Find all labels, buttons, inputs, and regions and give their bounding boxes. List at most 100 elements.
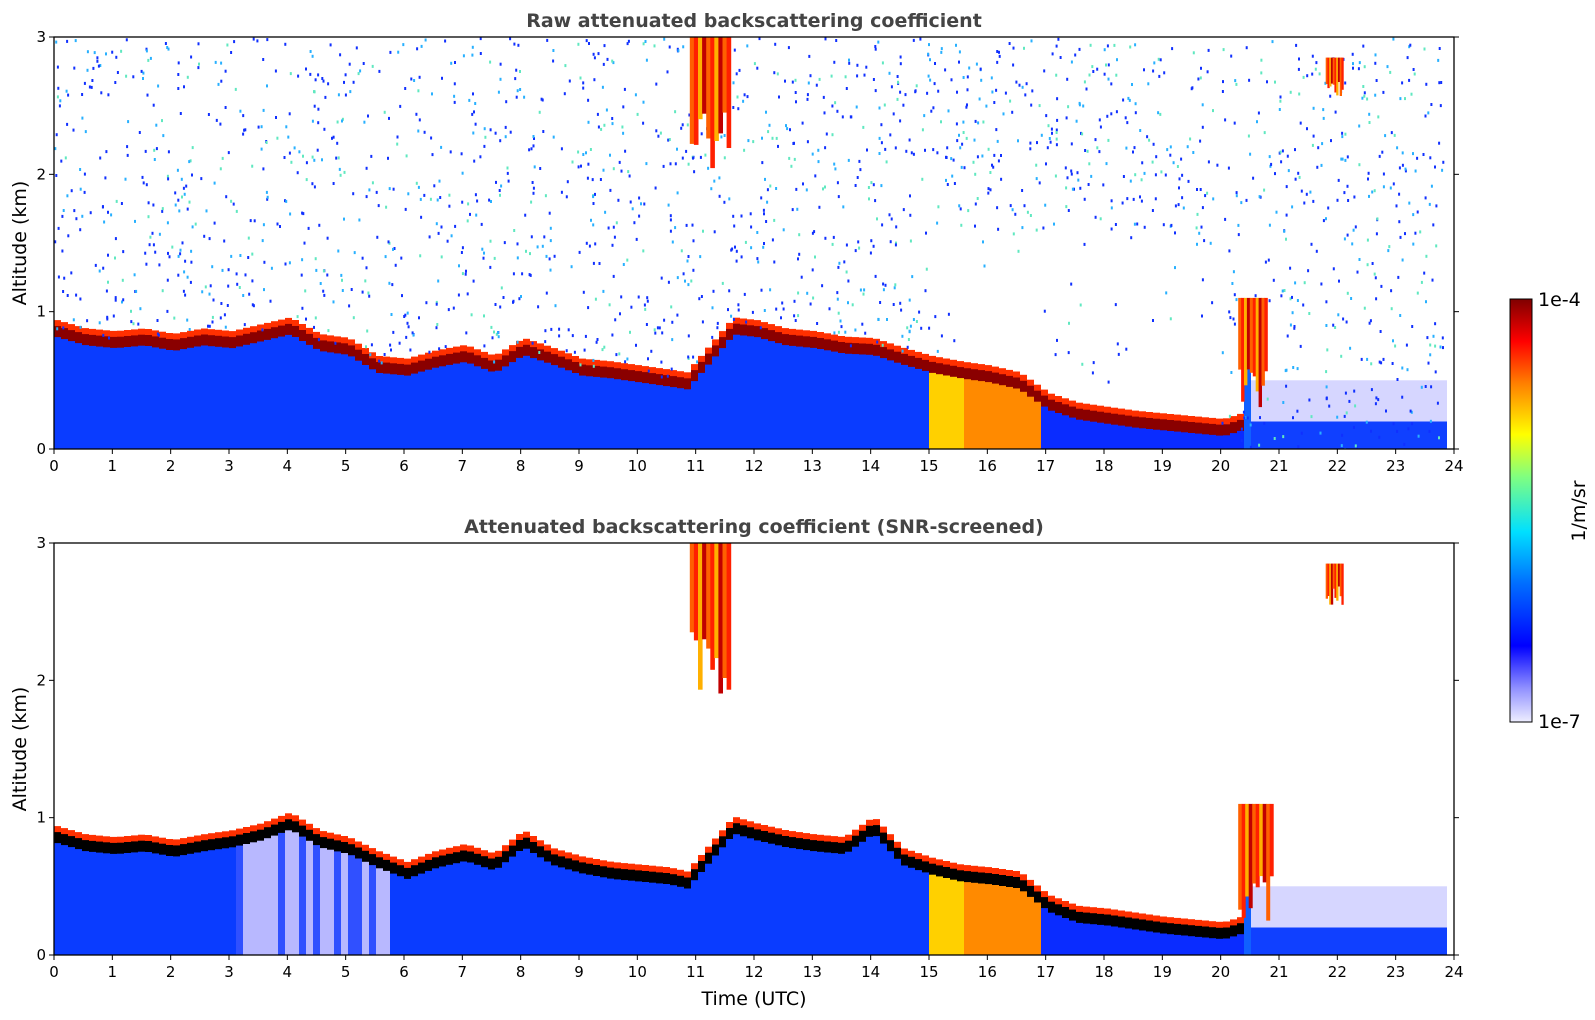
noise-speckle [743, 148, 746, 152]
noise-speckle [822, 187, 824, 191]
x-tick-label: 7 [458, 963, 468, 981]
noise-speckle [752, 140, 755, 144]
noise-speckle [1212, 197, 1215, 201]
boundary-layer-column [425, 360, 432, 449]
noise-speckle [773, 71, 776, 75]
noise-speckle [966, 75, 969, 79]
noise-speckle [1134, 102, 1137, 106]
noise-speckle [365, 195, 368, 199]
noise-speckle [824, 185, 826, 189]
noise-speckle [525, 249, 527, 253]
layer-edge [306, 823, 313, 830]
cloud-column [1336, 57, 1339, 96]
noise-speckle [274, 69, 277, 73]
surface-layer [1265, 421, 1272, 449]
colorbar: 1e-4 1e-7 1/m/sr [1509, 289, 1590, 733]
noise-speckle [285, 199, 288, 203]
noise-speckle [452, 306, 455, 310]
layer-edge [698, 855, 705, 861]
cloud-column [1329, 563, 1332, 605]
noise-speckle [179, 252, 182, 256]
noise-speckle [736, 95, 739, 99]
layer-edge [775, 326, 782, 333]
boundary-layer-column [880, 834, 887, 955]
layer-top-band [1230, 924, 1237, 937]
noise-speckle [797, 257, 799, 261]
layer-top-band [404, 866, 411, 879]
layer-top-band [1216, 423, 1223, 436]
residual-layer [1370, 380, 1377, 422]
noise-speckle [1082, 104, 1085, 108]
noise-speckle [635, 237, 638, 241]
noise-speckle [332, 182, 335, 185]
noise-speckle [867, 186, 870, 189]
noise-speckle [276, 136, 279, 140]
noise-speckle [1043, 69, 1046, 73]
noise-speckle [1379, 330, 1382, 333]
layer-edge [1034, 885, 1041, 892]
noise-speckle [815, 83, 818, 87]
noise-speckle [603, 44, 606, 48]
noise-speckle [1079, 303, 1082, 307]
noise-speckle [674, 110, 677, 114]
layer-top-band [943, 363, 950, 376]
noise-speckle [872, 244, 875, 248]
residual-layer [1314, 380, 1321, 422]
noise-speckle [797, 314, 800, 318]
noise-speckle [1438, 47, 1441, 50]
noise-speckle [296, 171, 299, 175]
noise-speckle [609, 188, 612, 192]
boundary-layer-column [957, 872, 964, 955]
noise-speckle [1068, 321, 1070, 325]
noise-speckle [186, 318, 189, 322]
noise-speckle [336, 141, 339, 145]
noise-speckle [982, 120, 985, 124]
noise-speckle [831, 242, 834, 246]
noise-speckle [956, 90, 958, 94]
noise-speckle [1320, 282, 1323, 286]
layer-edge [1223, 418, 1230, 425]
layer-edge [985, 867, 992, 874]
layer-edge [628, 364, 635, 371]
noise-speckle [818, 77, 821, 81]
noise-speckle [566, 180, 569, 184]
noise-speckle [545, 291, 548, 295]
noise-speckle [1380, 284, 1383, 288]
boundary-layer-column [950, 367, 957, 449]
layer-top-band [285, 322, 292, 335]
noise-speckle [1066, 77, 1069, 81]
layer-edge [1069, 400, 1076, 407]
noise-speckle [889, 133, 892, 137]
noise-speckle [1368, 194, 1370, 198]
boundary-layer-column [313, 836, 320, 955]
noise-speckle [806, 140, 809, 144]
noise-speckle [1151, 209, 1154, 212]
noise-speckle [412, 333, 415, 337]
boundary-layer-column [397, 365, 404, 449]
noise-speckle [389, 50, 392, 54]
surface-layer [1363, 421, 1370, 449]
boundary-layer-column [383, 861, 390, 955]
boundary-layer-column [292, 328, 299, 449]
noise-speckle [592, 364, 595, 368]
layer-edge [635, 365, 642, 372]
layer-top-band [264, 327, 271, 340]
noise-speckle [174, 203, 177, 207]
noise-speckle [1367, 171, 1370, 175]
noise-speckle [837, 311, 840, 315]
boundary-layer-column [859, 832, 866, 955]
noise-speckle [921, 177, 924, 181]
noise-speckle [1281, 289, 1284, 293]
noise-speckle [544, 329, 547, 333]
noise-speckle [1373, 189, 1376, 193]
noise-speckle [929, 78, 932, 82]
layer-edge [642, 366, 649, 373]
boundary-layer-column [670, 876, 677, 955]
layer-edge [348, 838, 355, 845]
layer-top-band [593, 864, 600, 876]
noise-speckle [874, 47, 877, 51]
layer-edge [1083, 403, 1090, 410]
noise-speckle [179, 248, 182, 252]
noise-speckle [1199, 188, 1202, 191]
noise-speckle [349, 90, 352, 94]
